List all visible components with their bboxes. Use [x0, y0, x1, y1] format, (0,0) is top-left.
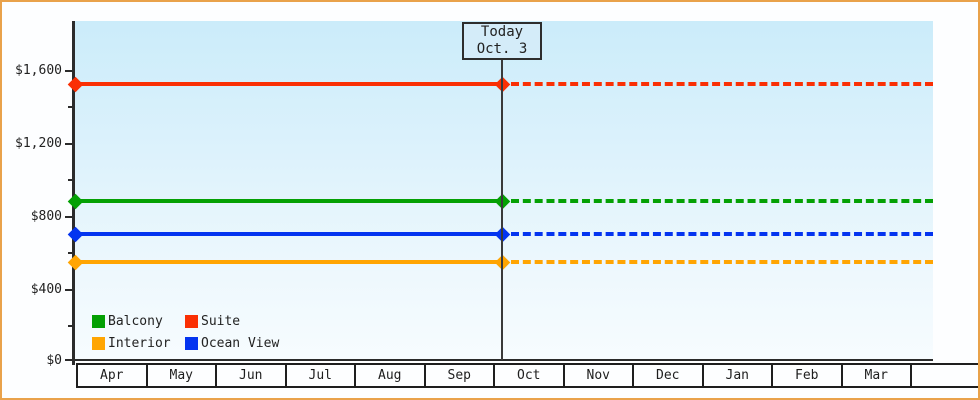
suite-swatch-icon [185, 315, 198, 328]
interior-swatch-icon [92, 337, 105, 350]
balcony-swatch-icon [92, 315, 105, 328]
today-callout-box: Today Oct. 3 [462, 22, 542, 60]
month-cell-feb: Feb [773, 365, 843, 386]
plot-area [75, 21, 933, 361]
y-tick-label: $1,200 [15, 136, 62, 151]
series-suite-solid-line [75, 82, 502, 86]
today-label: Today [480, 24, 524, 40]
series-interior-dashed-line [511, 260, 933, 264]
legend-label-suite: Suite [201, 314, 241, 329]
month-axis: Apr May Jun Jul Aug Sep Oct Nov Dec Jan … [76, 363, 978, 388]
legend-item-interior: Interior [92, 336, 185, 351]
y-tick-label: $1,600 [15, 63, 62, 78]
series-interior-solid-line [75, 260, 502, 264]
month-cell-sep: Sep [426, 365, 495, 386]
month-cell-jul: Jul [287, 365, 356, 386]
y-tick-mark [65, 143, 73, 145]
legend-item-suite: Suite [185, 314, 279, 329]
y-minor-tick-mark [68, 252, 73, 254]
month-cell-nov: Nov [565, 365, 634, 386]
x-axis-line [72, 359, 933, 361]
series-ocean-view-solid-line [75, 232, 502, 236]
series-suite-dashed-line [511, 82, 933, 86]
legend-label-balcony: Balcony [108, 314, 163, 329]
month-cell-mar: Mar [843, 365, 912, 386]
y-tick-mark [65, 359, 73, 361]
today-date: Oct. 3 [476, 41, 528, 57]
month-cell-dec: Dec [634, 365, 704, 386]
y-axis-line [72, 21, 75, 365]
legend: Balcony Suite Interior Ocean View [92, 314, 279, 351]
y-minor-tick-mark [68, 325, 73, 327]
ocean-view-swatch-icon [185, 337, 198, 350]
series-balcony-solid-line [75, 199, 502, 203]
y-minor-tick-mark [68, 179, 73, 181]
legend-item-ocean-view: Ocean View [185, 336, 279, 351]
month-cell-aug: Aug [356, 365, 426, 386]
y-tick-mark [65, 70, 73, 72]
y-tick-label: $0 [46, 353, 62, 368]
month-cell-jan: Jan [704, 365, 773, 386]
legend-label-ocean-view: Ocean View [201, 336, 280, 351]
series-ocean-view-dashed-line [511, 232, 933, 236]
y-minor-tick-mark [68, 106, 73, 108]
month-cell-apr: Apr [78, 365, 148, 386]
month-cell-filler [912, 365, 978, 386]
month-cell-oct: Oct [495, 365, 565, 386]
y-tick-label: $800 [30, 209, 62, 224]
month-cell-may: May [148, 365, 217, 386]
y-tick-mark [65, 216, 73, 218]
y-tick-label: $400 [30, 282, 62, 297]
today-vertical-line [501, 60, 503, 360]
series-balcony-dashed-line [511, 199, 933, 203]
legend-item-balcony: Balcony [92, 314, 185, 329]
legend-label-interior: Interior [108, 336, 171, 351]
y-tick-mark [65, 289, 73, 291]
month-cell-jun: Jun [217, 365, 287, 386]
